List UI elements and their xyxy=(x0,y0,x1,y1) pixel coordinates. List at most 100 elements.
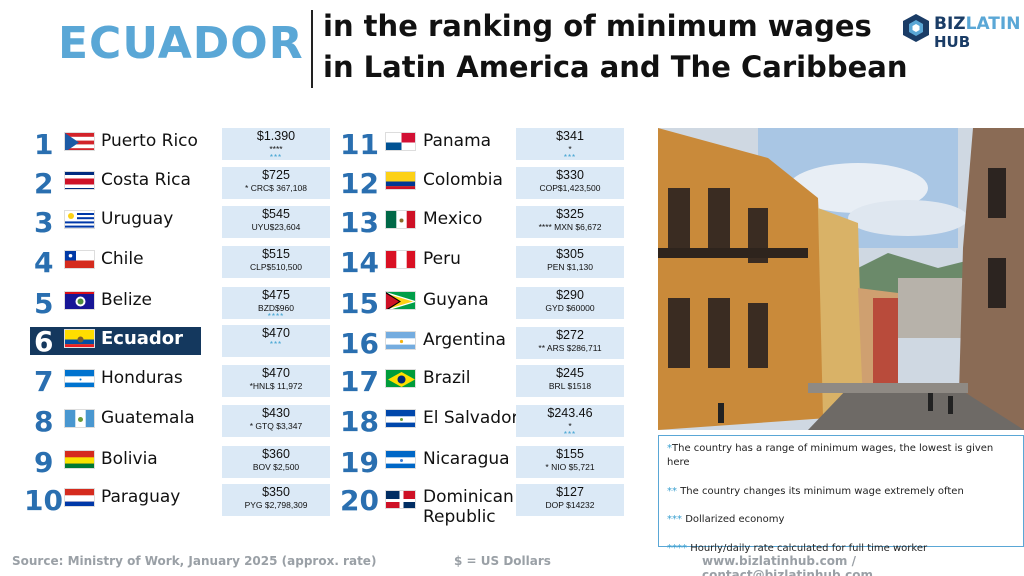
ranking-row: 9 Bolivia $360 BOV $2,500 xyxy=(0,446,330,480)
wage-local: * GTQ $3,347 xyxy=(249,421,303,431)
rank-number: 10 xyxy=(24,484,63,517)
note-4-text: Hourly/daily rate calculated for full ti… xyxy=(690,542,928,554)
wage-box: $725 * CRC$ 367,108 xyxy=(222,167,330,199)
country-name-text: Mexico xyxy=(423,209,483,229)
ranking-row: 11 Panama $341 * *** xyxy=(330,128,660,162)
wage-local: * CRC$ 367,108 xyxy=(245,183,307,193)
rank-number: 8 xyxy=(34,405,54,438)
uruguay-flag xyxy=(64,210,95,229)
ecuador-flag xyxy=(64,329,95,348)
country-name: Belize xyxy=(101,290,152,310)
belize-flag xyxy=(64,291,95,310)
country-name: Mexico xyxy=(423,209,482,229)
wage-usd: $155 xyxy=(556,447,584,461)
country-name-text: Dominican xyxy=(423,487,514,507)
wage-box: $325 **** MXN $6,672 xyxy=(516,206,624,238)
wage-local: *HNL$ 11,972 xyxy=(249,381,303,391)
rank-number: 13 xyxy=(340,206,379,239)
ranking-row: 2 Costa Rica $725 * CRC$ 367,108 xyxy=(0,167,330,201)
country-name-text: Chile xyxy=(101,249,144,269)
wage-box: $545 UYU$23,604 xyxy=(222,206,330,238)
wage-usd: $272 xyxy=(556,328,584,342)
country-name: El Salvador xyxy=(423,408,518,428)
wage-usd: $245 xyxy=(556,366,584,380)
el-salvador-flag xyxy=(385,409,416,428)
ranking-row: 15 Guyana $290 GYD $60000 xyxy=(330,287,660,321)
wage-usd: $470 xyxy=(262,366,290,380)
wage-box: $430 * GTQ $3,347 xyxy=(222,405,330,437)
country-name-text: Peru xyxy=(423,249,461,269)
footnotes-box: *The country has a range of minimum wage… xyxy=(658,435,1024,554)
ranking-row: 10 Paraguay $350 PYG $2,798,309 xyxy=(0,484,330,518)
wage-box: $305 PEN $1,130 xyxy=(516,246,624,278)
wage-box: $350 PYG $2,798,309 xyxy=(222,484,330,516)
wage-usd: $475 xyxy=(262,288,290,302)
country-name-text: Puerto Rico xyxy=(101,131,198,151)
country-name-text: Costa Rica xyxy=(101,170,191,190)
wage-usd: $515 xyxy=(262,247,290,261)
rank-number: 6 xyxy=(34,325,54,358)
country-name: Brazil xyxy=(423,368,470,388)
wage-usd: $325 xyxy=(556,207,584,221)
wage-local: UYU$23,604 xyxy=(251,222,301,232)
rank-number: 9 xyxy=(34,446,54,479)
rank-number: 7 xyxy=(34,365,54,398)
country-name: Nicaragua xyxy=(423,449,510,469)
country-name-text: Uruguay xyxy=(101,209,174,229)
rank-number: 1 xyxy=(34,128,54,161)
wage-usd: $305 xyxy=(556,247,584,261)
country-heading: ECUADOR xyxy=(58,18,304,69)
wage-usd: $341 xyxy=(556,129,584,143)
wage-local: * NIO $5,721 xyxy=(545,462,595,472)
country-name: Puerto Rico xyxy=(101,131,198,151)
bizlatinhub-logo: BIZLATIN HUB xyxy=(900,12,1020,52)
page-title: in the ranking of minimum wages in Latin… xyxy=(323,6,907,88)
country-name: Paraguay xyxy=(101,487,180,507)
country-name-text: Nicaragua xyxy=(423,449,510,469)
contact-link[interactable]: www.bizlatinhub.com / contact@bizlatinhu… xyxy=(702,554,873,576)
ranking-row: 16 Argentina $272 ** ARS $286,711 xyxy=(330,327,660,361)
currency-note: $ = US Dollars xyxy=(454,554,551,568)
country-name-text: Ecuador xyxy=(101,328,184,349)
note-2-mark: ** xyxy=(667,485,677,497)
bolivia-flag xyxy=(64,450,95,469)
ranking-row: 14 Peru $305 PEN $1,130 xyxy=(330,246,660,280)
ranking-row: 12 Colombia $330 COP$1,423,500 xyxy=(330,167,660,201)
wage-box: $330 COP$1,423,500 xyxy=(516,167,624,199)
wage-local: GYD $60000 xyxy=(545,303,595,313)
wage-usd: $290 xyxy=(556,288,584,302)
country-name: Bolivia xyxy=(101,449,158,469)
note-2: ** The country changes its minimum wage … xyxy=(667,485,1015,499)
note-3-text: Dollarized economy xyxy=(685,514,785,525)
wage-notes: *** xyxy=(269,153,283,162)
ranking-row: 4 Chile $515 CLP$510,500 xyxy=(0,246,330,280)
country-name-text: Brazil xyxy=(423,368,471,388)
country-name-line-2: Republic xyxy=(423,507,496,527)
wage-notes: **** xyxy=(267,312,285,321)
ranking-row: 5 Belize $475 BZD$960 **** xyxy=(0,287,330,321)
wage-usd: $545 xyxy=(262,207,290,221)
mexico-flag xyxy=(385,210,416,229)
ranking-row: 19 Nicaragua $155 * NIO $5,721 xyxy=(330,446,660,480)
note-3-mark: *** xyxy=(667,514,682,525)
dominican-republic-flag xyxy=(385,490,416,509)
wage-local: BRL $1518 xyxy=(548,381,592,391)
ranking-row: 1 Puerto Rico $1.390 **** *** xyxy=(0,128,330,162)
rank-number: 18 xyxy=(340,405,379,438)
country-name-text: Paraguay xyxy=(101,487,181,507)
honduras-flag xyxy=(64,369,95,388)
ranking-row: 17 Brazil $245 BRL $1518 xyxy=(330,365,660,399)
wage-box: $243.46 * *** xyxy=(516,405,624,439)
wage-local: * xyxy=(568,144,572,154)
country-name: Honduras xyxy=(101,368,183,388)
ranking-row: 7 Honduras $470 *HNL$ 11,972 xyxy=(0,365,330,399)
logo-latin: LATIN xyxy=(965,14,1021,34)
country-name-text: Belize xyxy=(101,290,152,310)
logo-hub: HUB xyxy=(934,33,971,51)
wage-local: BZD$960 xyxy=(258,303,294,313)
note-3: *** Dollarized economy xyxy=(667,513,1015,527)
logo-mark-icon xyxy=(903,14,929,42)
title-line-1: in the ranking of minimum wages xyxy=(323,9,872,43)
rank-number: 16 xyxy=(340,327,379,360)
